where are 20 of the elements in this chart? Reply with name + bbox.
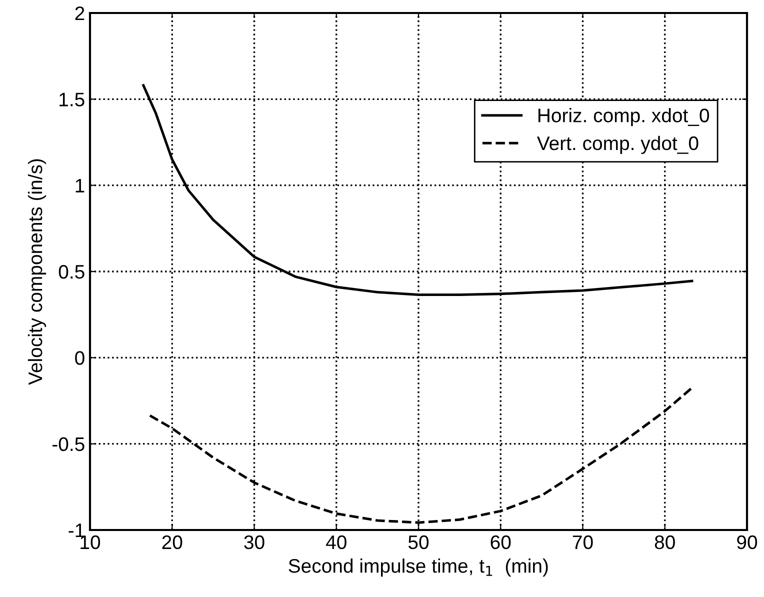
y-tick-label: -0.5 bbox=[52, 437, 84, 452]
x-tick-label: 70 bbox=[572, 535, 593, 550]
x-tick-label: 30 bbox=[244, 535, 264, 550]
y-tick-label: -1 bbox=[68, 524, 84, 538]
x-tick-label: 60 bbox=[490, 535, 511, 550]
x-tick-label: 10 bbox=[80, 535, 100, 550]
y-tick-label: 2 bbox=[75, 6, 84, 20]
legend-label: Vert. comp. ydot_0 bbox=[536, 136, 698, 154]
y-tick-label: 0.5 bbox=[58, 264, 84, 279]
x-axis-title: Second impulse time, t$_{1}$ (min) bbox=[288, 558, 548, 577]
legend-label: Horiz. comp. xdot_0 bbox=[538, 108, 710, 126]
y-tick-label: 1 bbox=[76, 179, 84, 192]
x-tick-label: 40 bbox=[326, 535, 346, 550]
x-tick-label: 90 bbox=[737, 535, 758, 550]
y-tick-label: 1.5 bbox=[60, 92, 84, 106]
y-axis-title: Velocity components (in/s) bbox=[28, 159, 46, 385]
y-tick-label: 0 bbox=[75, 351, 84, 365]
x-tick-label: 50 bbox=[408, 535, 429, 550]
x-tick-label: 80 bbox=[654, 535, 675, 550]
x-tick-label: 20 bbox=[162, 535, 182, 550]
